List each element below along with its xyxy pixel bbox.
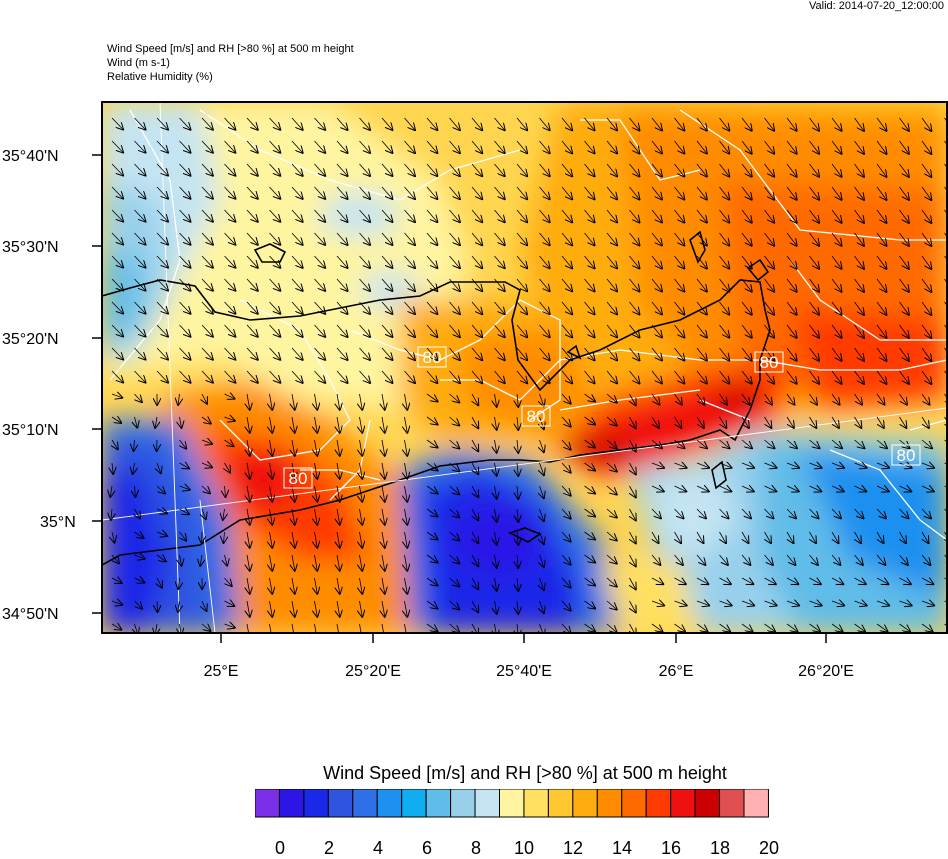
contour-label: 80 bbox=[423, 348, 442, 367]
lon-label: 25°20'E bbox=[345, 663, 401, 680]
colorbar-swatch bbox=[451, 789, 475, 817]
colorbar-swatch bbox=[622, 789, 646, 817]
lat-label: 35°40'N bbox=[2, 148, 59, 165]
colorbar-label: 12 bbox=[563, 838, 583, 859]
lat-label: 35°20'N bbox=[2, 331, 59, 348]
colorbar-label: 2 bbox=[324, 838, 334, 859]
colorbar-swatch bbox=[695, 789, 719, 817]
lat-ticks bbox=[92, 155, 102, 613]
wind-arrow bbox=[157, 601, 158, 612]
contour-label: 80 bbox=[897, 446, 916, 465]
lon-ticks bbox=[221, 633, 826, 643]
colorbar-swatch bbox=[426, 789, 450, 817]
colorbar-swatch bbox=[500, 789, 524, 817]
colorbar-label: 20 bbox=[759, 838, 779, 859]
colorbar-swatch bbox=[475, 789, 499, 817]
contour-label: 80 bbox=[760, 353, 779, 372]
colorbar-swatch bbox=[402, 789, 426, 817]
colorbar-label: 18 bbox=[710, 838, 730, 859]
colorbar-label: 14 bbox=[612, 838, 632, 859]
lon-label: 26°20'E bbox=[798, 663, 854, 680]
colorbar-swatch bbox=[304, 789, 328, 817]
colorbar-label: 0 bbox=[275, 838, 285, 859]
colorbar-label: 4 bbox=[373, 838, 383, 859]
contour-label: 80 bbox=[527, 407, 546, 426]
colorbar-label: 16 bbox=[661, 838, 681, 859]
colorbar-swatch bbox=[597, 789, 621, 817]
lon-label: 25°E bbox=[204, 663, 239, 680]
colorbar bbox=[255, 789, 795, 819]
colorbar-title: Wind Speed [m/s] and RH [>80 %] at 500 m… bbox=[0, 763, 948, 784]
colorbar-label: 8 bbox=[471, 838, 481, 859]
colorbar-swatch bbox=[573, 789, 597, 817]
colorbar-swatch bbox=[744, 789, 768, 817]
colorbar-swatch bbox=[671, 789, 695, 817]
lat-label: 35°10'N bbox=[2, 422, 59, 439]
colorbar-label: 10 bbox=[514, 838, 534, 859]
lat-label: 35°N bbox=[40, 514, 76, 531]
colorbar-label: 6 bbox=[422, 838, 432, 859]
colorbar-swatch bbox=[279, 789, 303, 817]
lat-label: 34°50'N bbox=[2, 606, 59, 623]
lat-label: 35°30'N bbox=[2, 239, 59, 256]
colorbar-swatch bbox=[353, 789, 377, 817]
wind-speed-field: 80 80 80 80 80 bbox=[102, 102, 948, 640]
colorbar-swatch bbox=[328, 789, 352, 817]
lon-label: 25°40'E bbox=[496, 663, 552, 680]
colorbar-swatch bbox=[548, 789, 572, 817]
colorbar-swatch bbox=[255, 789, 279, 817]
lon-label: 26°E bbox=[659, 663, 694, 680]
contour-label: 80 bbox=[289, 469, 308, 488]
colorbar-swatch bbox=[720, 789, 744, 817]
colorbar-swatch bbox=[377, 789, 401, 817]
colorbar-swatch bbox=[646, 789, 670, 817]
colorbar-swatch bbox=[524, 789, 548, 817]
